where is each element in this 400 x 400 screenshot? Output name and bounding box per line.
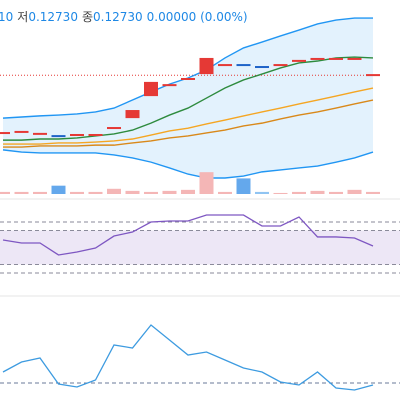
candle-body bbox=[14, 130, 29, 133]
volume-bar bbox=[292, 191, 306, 194]
volume-bar bbox=[14, 191, 29, 194]
oscillator-line bbox=[2, 324, 374, 391]
candle-body bbox=[181, 78, 195, 80]
volume-bar bbox=[236, 178, 251, 194]
candle-body bbox=[236, 64, 251, 67]
indicator-line bbox=[3, 99, 374, 148]
volume-bar bbox=[107, 188, 121, 194]
candle-body bbox=[347, 57, 362, 60]
header-value: 10 bbox=[0, 10, 13, 24]
volume-bar bbox=[144, 191, 158, 194]
volume-bar bbox=[366, 191, 380, 194]
rsi-line bbox=[2, 214, 374, 256]
candle-body bbox=[107, 127, 121, 130]
candle-body bbox=[144, 81, 158, 97]
candle-body bbox=[366, 74, 380, 77]
volume-bar bbox=[199, 172, 214, 194]
candle-body bbox=[218, 64, 232, 67]
volume-bar bbox=[218, 191, 232, 194]
volume-bar bbox=[310, 190, 325, 194]
indicator-line bbox=[2, 149, 374, 179]
candle-body bbox=[273, 64, 288, 67]
candle-body bbox=[310, 57, 325, 60]
volume-bar bbox=[88, 191, 103, 194]
volume-bar bbox=[33, 191, 47, 194]
header-value: 0.12730 bbox=[93, 10, 143, 24]
band-fill bbox=[3, 18, 373, 179]
indicator-line bbox=[3, 87, 374, 145]
rsi-band bbox=[0, 230, 400, 265]
volume-bar bbox=[70, 191, 84, 194]
volume-bar bbox=[51, 185, 66, 194]
candle-body bbox=[88, 133, 103, 136]
volume-bar bbox=[329, 191, 343, 194]
header-label: 종 bbox=[82, 10, 93, 24]
volume-bar bbox=[162, 190, 177, 194]
volume-bar bbox=[255, 191, 269, 194]
volume-bar bbox=[347, 189, 362, 194]
candle-body bbox=[51, 135, 66, 138]
candle-body bbox=[292, 59, 306, 62]
indicator-line bbox=[3, 56, 374, 141]
candle-body bbox=[199, 57, 214, 75]
header-value: 0.12730 bbox=[28, 10, 78, 24]
header-value: 0.00000 (0.00%) bbox=[147, 10, 248, 24]
volume-bar bbox=[125, 190, 140, 194]
ohlc-header: 10 저0.12730 종0.12730 0.00000 (0.00%) bbox=[0, 10, 248, 24]
candle-body bbox=[125, 110, 140, 119]
volume-bar bbox=[181, 189, 195, 194]
candle-body bbox=[33, 132, 47, 135]
header-label: 저 bbox=[17, 10, 28, 24]
candle-body bbox=[162, 84, 177, 87]
candle-body bbox=[0, 132, 10, 135]
candle-body bbox=[255, 66, 269, 69]
volume-bar bbox=[273, 192, 288, 194]
volume-bar bbox=[0, 191, 10, 194]
candle-body bbox=[329, 57, 343, 60]
candle-body bbox=[70, 133, 84, 136]
